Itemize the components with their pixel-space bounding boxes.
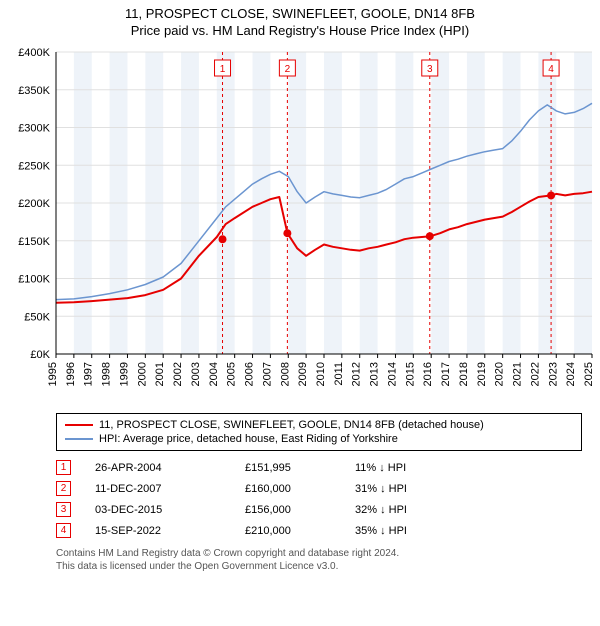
sale-marker: 1	[56, 460, 71, 475]
svg-text:2008: 2008	[279, 362, 291, 386]
svg-text:2007: 2007	[261, 362, 273, 386]
svg-text:2003: 2003	[190, 362, 202, 386]
svg-text:1995: 1995	[47, 362, 59, 386]
svg-text:2010: 2010	[315, 362, 327, 386]
svg-text:£250K: £250K	[18, 160, 50, 172]
svg-text:£0K: £0K	[30, 349, 50, 361]
sale-hpi-delta: 31% ↓ HPI	[355, 483, 465, 495]
legend-row-hpi: HPI: Average price, detached house, East…	[65, 432, 573, 446]
svg-text:2000: 2000	[136, 362, 148, 386]
legend-label-hpi: HPI: Average price, detached house, East…	[99, 433, 398, 445]
sale-hpi-delta: 35% ↓ HPI	[355, 525, 465, 537]
sale-marker: 4	[56, 523, 71, 538]
svg-text:2014: 2014	[386, 362, 398, 386]
svg-text:2012: 2012	[351, 362, 363, 386]
svg-text:2019: 2019	[476, 362, 488, 386]
svg-text:1996: 1996	[65, 362, 77, 386]
sales-row: 4 15-SEP-2022£210,00035% ↓ HPI	[56, 520, 582, 541]
svg-text:2022: 2022	[529, 362, 541, 386]
svg-text:£150K: £150K	[18, 236, 50, 248]
svg-text:1998: 1998	[101, 362, 113, 386]
svg-text:2016: 2016	[422, 362, 434, 386]
legend: 11, PROSPECT CLOSE, SWINEFLEET, GOOLE, D…	[56, 413, 582, 451]
svg-text:2021: 2021	[512, 362, 524, 386]
chart-title-address: 11, PROSPECT CLOSE, SWINEFLEET, GOOLE, D…	[0, 6, 600, 21]
svg-text:2018: 2018	[458, 362, 470, 386]
svg-text:2001: 2001	[154, 362, 166, 386]
svg-text:1997: 1997	[83, 362, 95, 386]
sales-row: 2 11-DEC-2007£160,00031% ↓ HPI	[56, 478, 582, 499]
chart-svg: £0K £50K £100K £150K £200K £250K £300K £350K £40…	[0, 42, 600, 402]
svg-text:2006: 2006	[244, 362, 256, 386]
chart-title-subtitle: Price paid vs. HM Land Registry's House …	[0, 23, 600, 38]
legend-label-price: 11, PROSPECT CLOSE, SWINEFLEET, GOOLE, D…	[99, 419, 484, 431]
svg-text:2023: 2023	[547, 362, 559, 386]
svg-text:2: 2	[285, 64, 291, 75]
svg-text:2002: 2002	[172, 362, 184, 386]
attribution: Contains HM Land Registry data © Crown c…	[56, 547, 582, 573]
sale-hpi-delta: 32% ↓ HPI	[355, 504, 465, 516]
svg-text:2013: 2013	[369, 362, 381, 386]
sales-table: 1 26-APR-2004£151,99511% ↓ HPI 2 11-DEC-200…	[56, 457, 582, 541]
svg-text:1: 1	[220, 64, 226, 75]
sale-hpi-delta: 11% ↓ HPI	[355, 462, 465, 474]
svg-text:1999: 1999	[118, 362, 130, 386]
svg-text:2004: 2004	[208, 362, 220, 386]
sale-date: 26-APR-2004	[95, 462, 245, 474]
svg-text:2020: 2020	[494, 362, 506, 386]
svg-text:2024: 2024	[565, 362, 577, 386]
sale-price: £156,000	[245, 504, 355, 516]
sale-price: £210,000	[245, 525, 355, 537]
sales-row: 1 26-APR-2004£151,99511% ↓ HPI	[56, 457, 582, 478]
sales-row: 3 03-DEC-2015£156,00032% ↓ HPI	[56, 499, 582, 520]
svg-text:£100K: £100K	[18, 274, 50, 286]
svg-text:2009: 2009	[297, 362, 309, 386]
legend-row-price: 11, PROSPECT CLOSE, SWINEFLEET, GOOLE, D…	[65, 418, 573, 432]
sale-date: 03-DEC-2015	[95, 504, 245, 516]
svg-text:2005: 2005	[226, 362, 238, 386]
svg-text:£350K: £350K	[18, 85, 50, 97]
sale-date: 15-SEP-2022	[95, 525, 245, 537]
svg-text:2011: 2011	[333, 362, 345, 386]
attribution-line1: Contains HM Land Registry data © Crown c…	[56, 547, 582, 560]
sale-price: £151,995	[245, 462, 355, 474]
sale-date: 11-DEC-2007	[95, 483, 245, 495]
legend-swatch-price	[65, 424, 93, 426]
svg-text:£50K: £50K	[24, 311, 50, 323]
price-chart: £0K £50K £100K £150K £200K £250K £300K £350K £40…	[0, 42, 600, 407]
svg-text:2025: 2025	[583, 362, 595, 386]
sale-marker: 2	[56, 481, 71, 496]
attribution-line2: This data is licensed under the Open Gov…	[56, 560, 582, 573]
svg-text:3: 3	[427, 64, 433, 75]
svg-text:£400K: £400K	[18, 47, 50, 59]
svg-text:4: 4	[548, 64, 554, 75]
svg-text:2015: 2015	[404, 362, 416, 386]
svg-text:2017: 2017	[440, 362, 452, 386]
sale-marker: 3	[56, 502, 71, 517]
legend-swatch-hpi	[65, 438, 93, 440]
svg-text:£200K: £200K	[18, 198, 50, 210]
sale-price: £160,000	[245, 483, 355, 495]
svg-text:£300K: £300K	[18, 123, 50, 135]
